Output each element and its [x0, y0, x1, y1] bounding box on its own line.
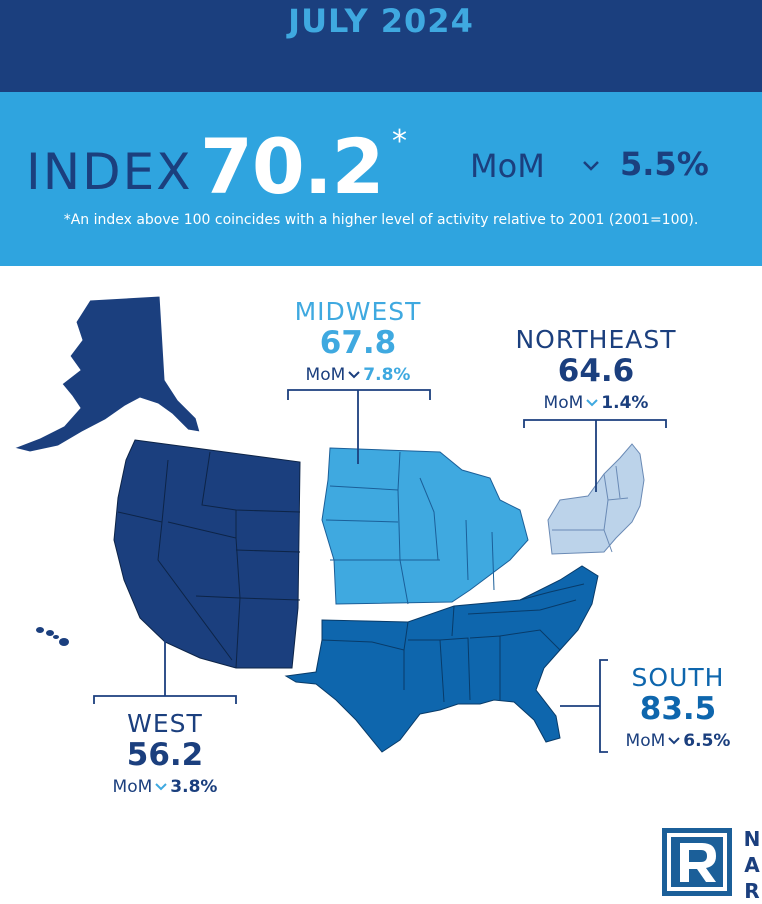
northeast-mom: MoM 1.4% [496, 393, 696, 413]
south-mom: MoM 6.5% [578, 731, 762, 751]
midwest-name: MIDWEST [294, 297, 422, 326]
midwest-mom-value: 7.8% [363, 365, 411, 385]
index-band [0, 92, 762, 266]
midwest-region [321, 447, 529, 605]
northeast-mom-value: 1.4% [601, 393, 649, 413]
index-mom-value: 5.5% [620, 145, 709, 183]
chevron-down-icon [668, 737, 681, 745]
west-value: 56.2 [126, 737, 204, 773]
northeast-leader [523, 419, 667, 428]
us-regions-map [12, 295, 667, 753]
index-footnote: *An index above 100 coincides with a hig… [63, 212, 699, 228]
hawaii-shape [36, 627, 69, 646]
west-leader [93, 695, 237, 704]
south-mom-value: 6.5% [683, 731, 731, 751]
northeast-value: 64.6 [557, 353, 635, 389]
midwest-mom: MoM 7.8% [258, 365, 458, 385]
nar-letter: A [744, 853, 760, 877]
report-month: JULY 2024 [288, 2, 474, 40]
south-region [284, 565, 599, 753]
west-mom-value: 3.8% [170, 777, 218, 797]
chevron-down-icon [583, 161, 599, 171]
south-value: 83.5 [639, 691, 717, 727]
northeast-region [547, 443, 645, 555]
south-mom-label: MoM [625, 731, 666, 751]
south-name: SOUTH [631, 663, 725, 692]
nar-letter: R [744, 879, 760, 903]
chevron-down-icon [586, 399, 599, 407]
midwest-mom-label: MoM [305, 365, 346, 385]
midwest-leader [287, 389, 431, 400]
header-bar: JULY 2024 [0, 0, 762, 92]
chevron-down-icon [155, 783, 168, 791]
northeast-name: NORTHEAST [515, 325, 677, 354]
west-mom-label: MoM [112, 777, 153, 797]
midwest-value: 67.8 [319, 325, 397, 361]
realtor-r-logo-icon [662, 828, 732, 896]
nar-logo-letters: N A R [742, 826, 762, 904]
chevron-down-icon [348, 371, 361, 379]
index-asterisk: * [392, 124, 407, 159]
index-label: INDEX [26, 143, 193, 201]
index-mom-label: MoM [470, 147, 545, 185]
nar-letter: N [743, 827, 761, 851]
index-value: 70.2 [200, 122, 385, 211]
alaska-shape [12, 295, 201, 453]
west-name: WEST [127, 709, 203, 738]
west-mom: MoM 3.8% [65, 777, 265, 797]
west-region [113, 439, 301, 669]
northeast-mom-label: MoM [543, 393, 584, 413]
leader-lines [93, 389, 667, 753]
